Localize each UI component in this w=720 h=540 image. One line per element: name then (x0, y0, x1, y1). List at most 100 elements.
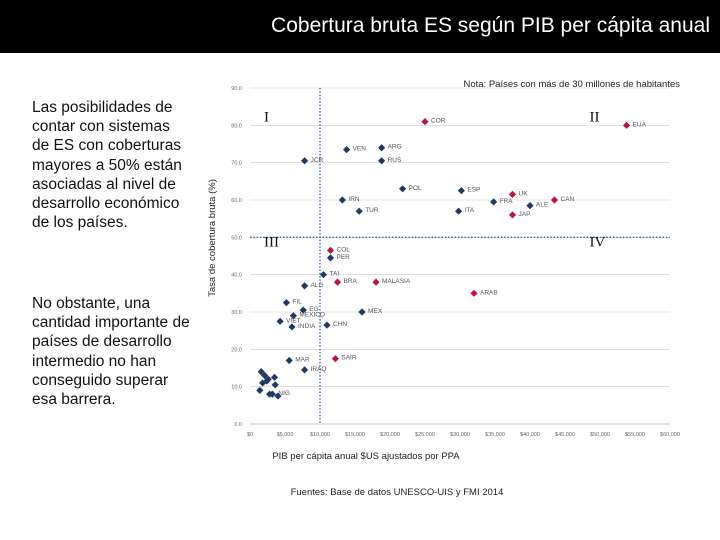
point-label: FRA (500, 198, 514, 205)
data-point-bra (333, 278, 342, 286)
data-point-tai (319, 271, 328, 279)
data-point-ven (343, 146, 351, 154)
data-point (274, 392, 282, 400)
x-tick-label: $45,000 (555, 432, 575, 438)
data-point-malasia (372, 278, 380, 286)
point-label: ITA (465, 207, 475, 214)
x-tick-label: $0 (247, 432, 253, 438)
point-label: MEXICO (299, 312, 325, 319)
point-label: ALE (536, 202, 549, 209)
point-label: VEN (353, 146, 367, 153)
point-label: MAR (295, 357, 310, 364)
y-tick-label: 30.0 (231, 310, 242, 316)
data-point (266, 390, 274, 398)
data-point-cor (421, 118, 429, 126)
data-point-arab (470, 289, 478, 297)
y-tick-labels: 0.0 10.0 20.0 30.0 40.0 50.0 60.0 70.0 80.0 90.0 (231, 86, 242, 428)
data-point-tur (355, 207, 363, 215)
x-axis-title: PIB per cápita anual $US ajustados por P… (272, 451, 460, 462)
chart-sources: Fuentes: Base de datos UNESCO-UIS y FMI … (291, 487, 504, 498)
data-point-fra (490, 198, 498, 206)
y-axis-title: Tasa de cobertura bruta (%) (207, 179, 218, 297)
page-title: Cobertura bruta ES según PIB per cápita … (271, 14, 710, 37)
data-point-india (288, 323, 296, 331)
data-point-mexico (289, 312, 297, 320)
point-label: RUS (388, 157, 402, 164)
data-point-jcr (301, 157, 309, 165)
paragraph-barrier: No obstante, una cantidad importante de … (32, 295, 190, 409)
data-point-jap (508, 211, 517, 219)
data-point-mar (285, 356, 293, 365)
x-tick-label: $20,000 (380, 432, 400, 438)
data-point-pol (399, 185, 407, 193)
data-point (256, 386, 264, 394)
data-point-ale (526, 202, 534, 210)
point-label: IRN (348, 196, 360, 203)
data-point-can (550, 196, 559, 204)
point-label: PER (337, 254, 351, 261)
x-tick-label: $50,000 (590, 432, 610, 438)
data-point (261, 371, 269, 380)
data-point (264, 375, 272, 383)
x-tick-label: $55,000 (625, 432, 645, 438)
data-points: COR EUA VEN ARG RUS JCR POL ESP UK FRA ALE CAN IRN TU… (256, 118, 647, 400)
x-tick-label: $40,000 (520, 432, 540, 438)
y-tick-label: 90.0 (231, 86, 242, 92)
chart-note: Nota: Países con más de 30 millones de h… (463, 79, 680, 90)
y-tick-label: 0.0 (234, 422, 242, 428)
y-tick-label: 40.0 (231, 273, 242, 279)
data-point-viet (276, 317, 284, 325)
x-tick-labels: $0 $5,000 $10,000 $15,000 $20,000 $25,000 $30,… (247, 432, 680, 438)
point-label: INDIA (298, 323, 316, 330)
data-point-alg (301, 282, 309, 290)
point-label: TUR (365, 207, 379, 214)
point-label: CAN (561, 196, 575, 203)
title-bar: Cobertura bruta ES según PIB per cápita … (0, 0, 720, 53)
y-tick-label: 60.0 (231, 198, 242, 204)
data-point-eg (299, 306, 307, 314)
quadrant-label-ii: II (590, 110, 600, 126)
y-tick-label: 20.0 (231, 347, 242, 353)
x-tick-label: $10,000 (310, 432, 330, 438)
point-label: BRA (344, 278, 358, 285)
data-point-ita (455, 207, 463, 215)
paragraph-development: Las posibilidades de contar con sistemas… (32, 99, 182, 232)
x-tick-label: $30,000 (450, 432, 470, 438)
point-label: VIET (286, 317, 300, 324)
quadrant-dividers (250, 88, 670, 424)
data-point-col (326, 246, 335, 254)
point-label: NIG (278, 390, 290, 397)
point-label: EG (309, 306, 318, 313)
point-label: ARAB (480, 289, 498, 296)
point-label: POL (409, 185, 422, 192)
y-tick-label: 50.0 (231, 235, 242, 241)
data-point-irn (338, 196, 346, 204)
point-label: ARG (388, 144, 402, 151)
data-point-esp (457, 187, 465, 195)
quadrant-label-i: I (264, 110, 269, 126)
point-label: MALASIA (382, 278, 411, 285)
quadrant-label-iv: IV (590, 235, 606, 251)
point-label: FIL (292, 299, 302, 306)
point-label: IRAQ (311, 366, 327, 373)
point-label: COR (431, 118, 446, 125)
quadrant-label-iii: III (264, 235, 279, 251)
y-tick-label: 10.0 (231, 385, 242, 391)
y-tick-label: 80.0 (231, 123, 242, 129)
data-point-iraq (301, 366, 309, 374)
x-tick-label: $35,000 (485, 432, 505, 438)
data-point-chn (323, 321, 331, 329)
data-point-rus (378, 157, 386, 165)
data-point-per (326, 254, 335, 262)
point-label: EUA (633, 121, 647, 128)
data-point (271, 381, 279, 389)
data-point-sair (331, 355, 339, 363)
data-point (270, 373, 279, 381)
data-point-mex (358, 308, 366, 316)
point-label: SAIR (341, 355, 356, 362)
data-point-uk (508, 190, 517, 198)
point-label: CHN (333, 321, 347, 328)
point-label: ALG (311, 282, 324, 289)
point-label: JCR (311, 157, 324, 164)
